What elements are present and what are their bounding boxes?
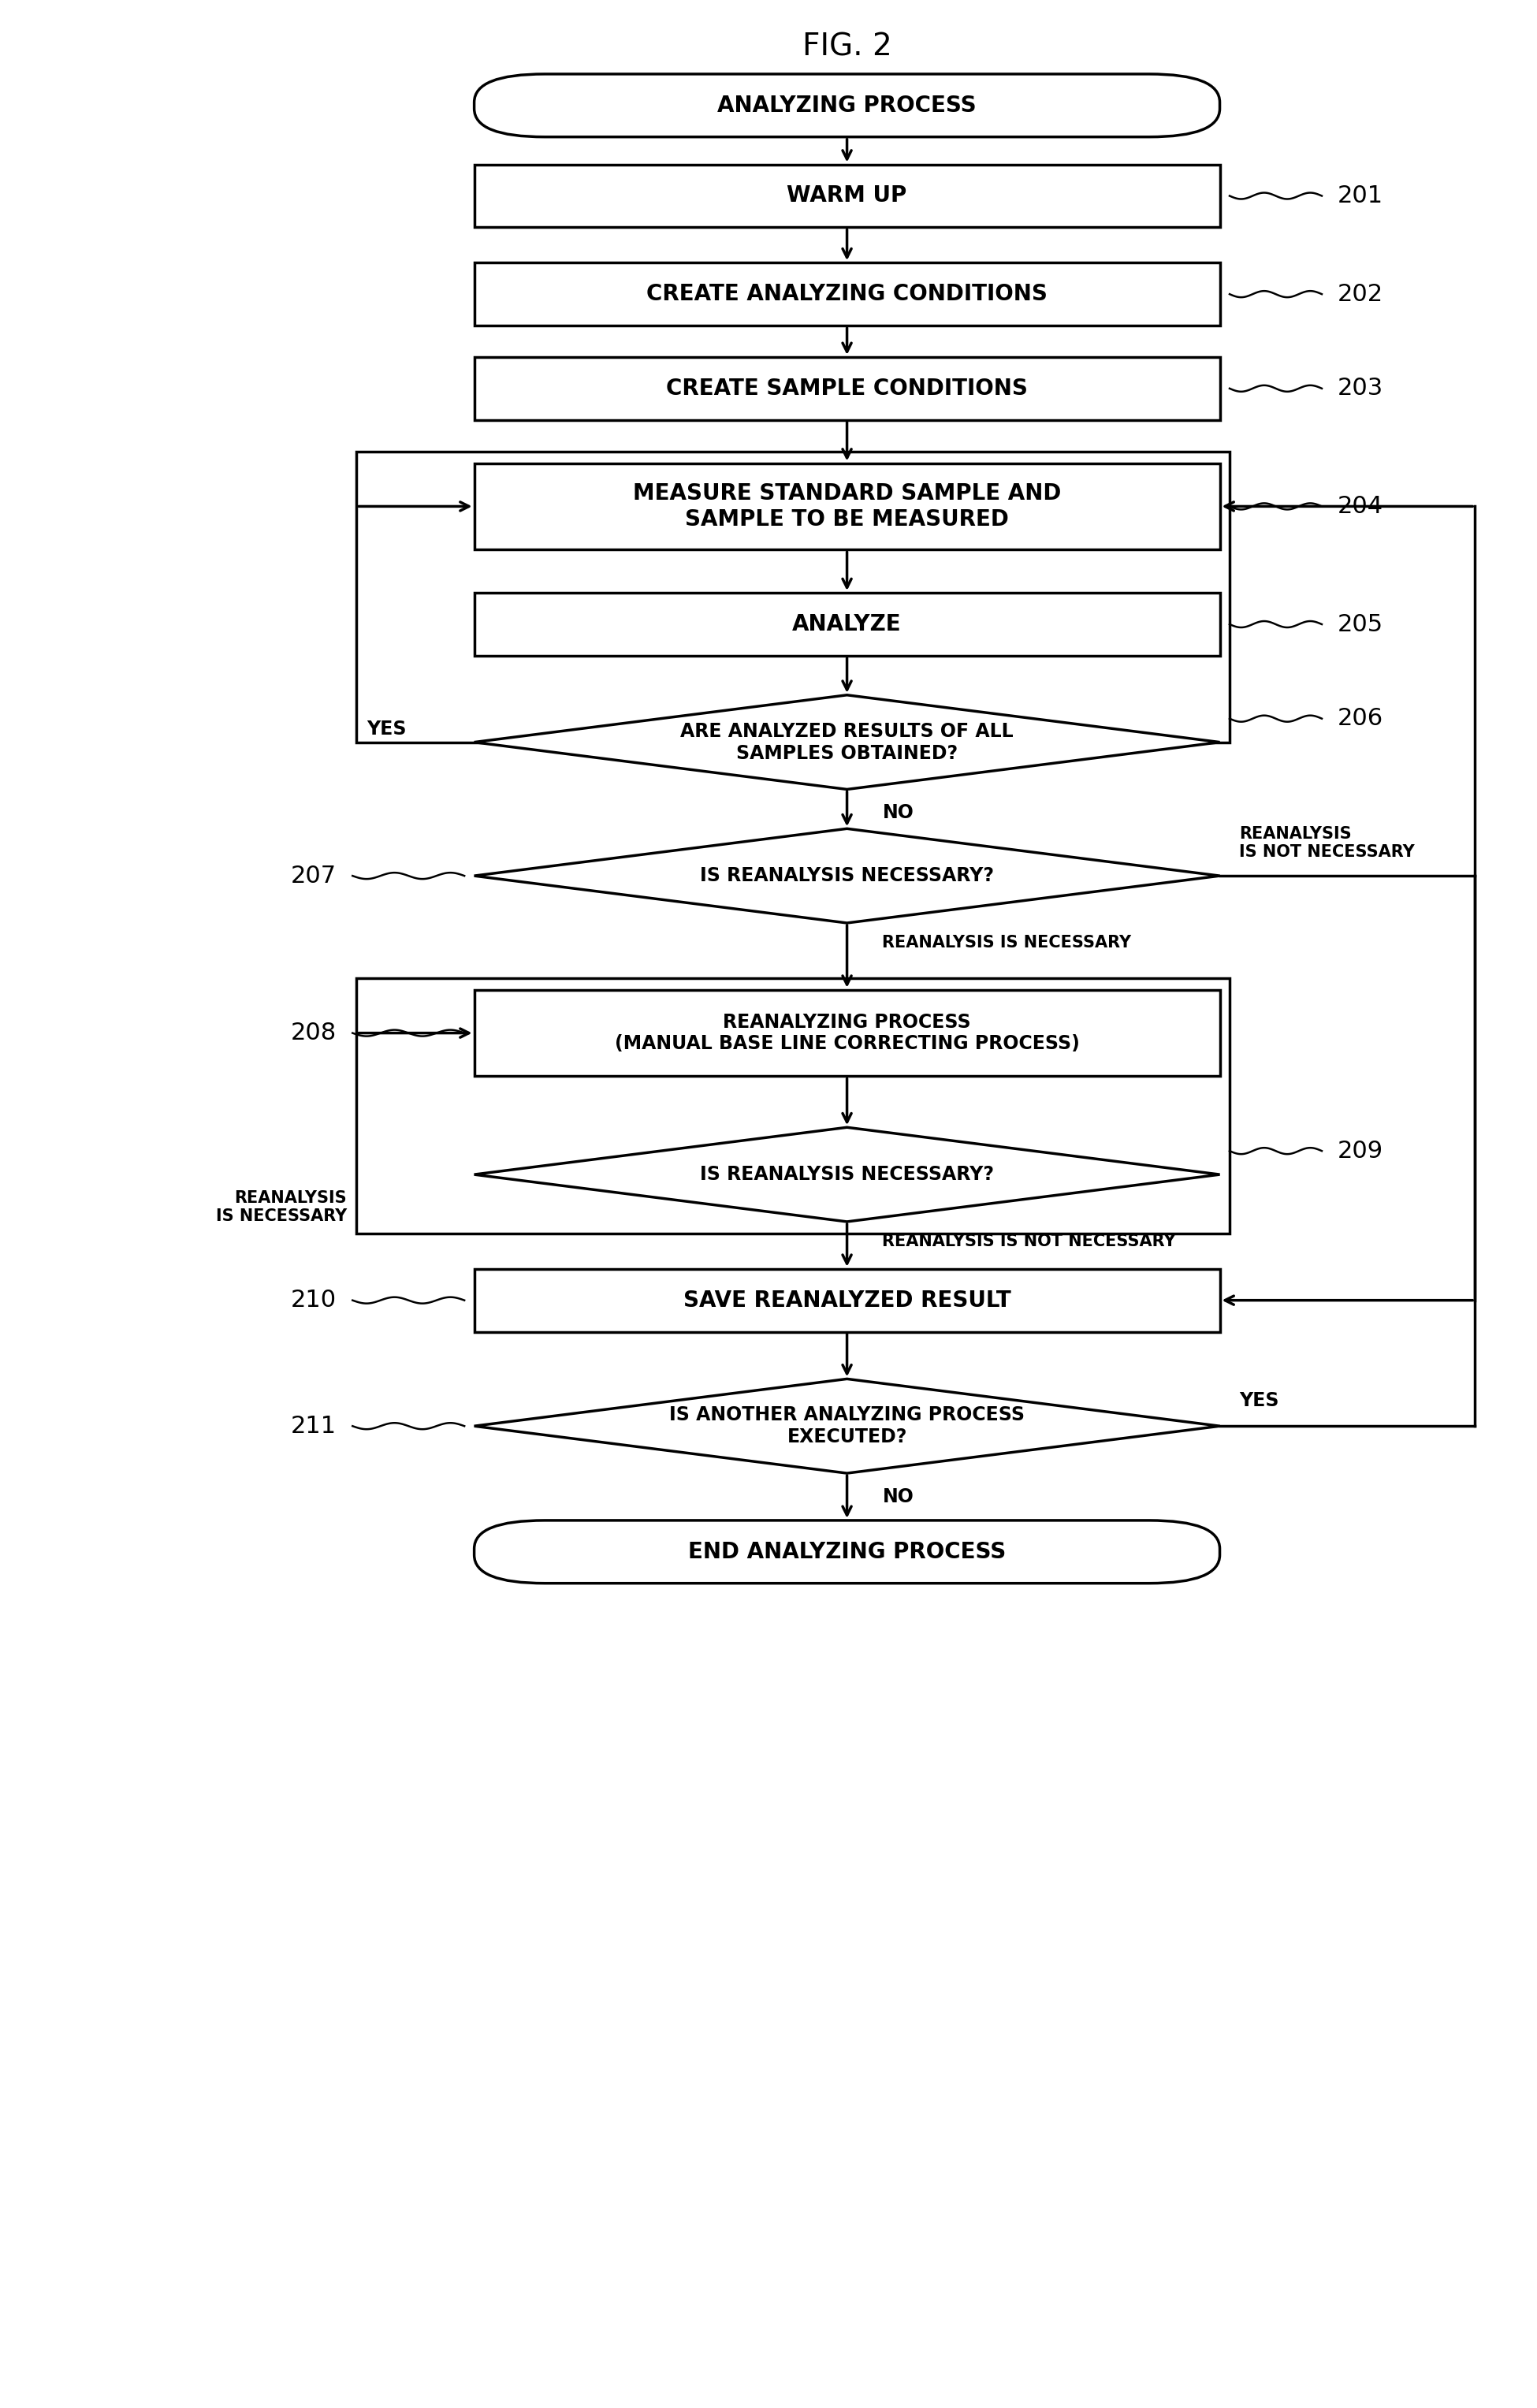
Text: 205: 205 bbox=[1337, 614, 1383, 636]
Text: IS REANALYSIS NECESSARY?: IS REANALYSIS NECESSARY? bbox=[699, 867, 994, 886]
Polygon shape bbox=[475, 828, 1220, 922]
Text: SAVE REANALYZED RESULT: SAVE REANALYZED RESULT bbox=[682, 1288, 1011, 1312]
Text: 206: 206 bbox=[1337, 708, 1383, 730]
Text: 208: 208 bbox=[290, 1021, 337, 1045]
Text: NO: NO bbox=[882, 804, 913, 824]
Polygon shape bbox=[475, 1380, 1220, 1474]
FancyBboxPatch shape bbox=[475, 1519, 1220, 1584]
Text: NO: NO bbox=[882, 1488, 913, 1507]
Bar bbox=[475, 462, 1220, 549]
Text: 209: 209 bbox=[1337, 1139, 1383, 1163]
Polygon shape bbox=[475, 696, 1220, 790]
Text: 201: 201 bbox=[1337, 185, 1383, 207]
Text: 202: 202 bbox=[1337, 282, 1383, 306]
Text: CREATE SAMPLE CONDITIONS: CREATE SAMPLE CONDITIONS bbox=[666, 378, 1028, 400]
Text: IS REANALYSIS NECESSARY?: IS REANALYSIS NECESSARY? bbox=[699, 1165, 994, 1185]
Text: MEASURE STANDARD SAMPLE AND
SAMPLE TO BE MEASURED: MEASURE STANDARD SAMPLE AND SAMPLE TO BE… bbox=[633, 482, 1061, 530]
Text: REANALYSIS
IS NECESSARY: REANALYSIS IS NECESSARY bbox=[215, 1190, 347, 1223]
Bar bbox=[475, 356, 1220, 419]
Text: IS ANOTHER ANALYZING PROCESS
EXECUTED?: IS ANOTHER ANALYZING PROCESS EXECUTED? bbox=[669, 1406, 1025, 1447]
Text: END ANALYZING PROCESS: END ANALYZING PROCESS bbox=[689, 1541, 1005, 1563]
Bar bbox=[475, 990, 1220, 1076]
Text: REANALYSIS IS NECESSARY: REANALYSIS IS NECESSARY bbox=[882, 934, 1131, 951]
Text: REANALYZING PROCESS
(MANUAL BASE LINE CORRECTING PROCESS): REANALYZING PROCESS (MANUAL BASE LINE CO… bbox=[615, 1014, 1079, 1052]
Bar bbox=[357, 450, 1230, 742]
Text: ANALYZING PROCESS: ANALYZING PROCESS bbox=[718, 94, 976, 116]
Text: 203: 203 bbox=[1337, 378, 1383, 400]
Text: CREATE ANALYZING CONDITIONS: CREATE ANALYZING CONDITIONS bbox=[647, 284, 1048, 306]
FancyBboxPatch shape bbox=[475, 75, 1220, 137]
Bar bbox=[475, 164, 1220, 226]
Text: ANALYZE: ANALYZE bbox=[793, 614, 902, 636]
Bar bbox=[475, 1269, 1220, 1332]
Text: YES: YES bbox=[1239, 1392, 1279, 1411]
Text: REANALYSIS IS NOT NECESSARY: REANALYSIS IS NOT NECESSARY bbox=[882, 1233, 1176, 1250]
Text: ARE ANALYZED RESULTS OF ALL
SAMPLES OBTAINED?: ARE ANALYZED RESULTS OF ALL SAMPLES OBTA… bbox=[681, 722, 1013, 763]
Bar bbox=[475, 262, 1220, 325]
Text: FIG. 2: FIG. 2 bbox=[802, 31, 891, 63]
Text: 204: 204 bbox=[1337, 496, 1383, 518]
Text: 210: 210 bbox=[290, 1288, 337, 1312]
Bar bbox=[357, 978, 1230, 1233]
Text: WARM UP: WARM UP bbox=[787, 185, 907, 207]
Text: 207: 207 bbox=[290, 864, 337, 886]
Polygon shape bbox=[475, 1127, 1220, 1221]
Bar bbox=[475, 592, 1220, 655]
Text: 211: 211 bbox=[290, 1413, 337, 1438]
Text: YES: YES bbox=[366, 720, 406, 739]
Text: REANALYSIS
IS NOT NECESSARY: REANALYSIS IS NOT NECESSARY bbox=[1239, 826, 1416, 860]
